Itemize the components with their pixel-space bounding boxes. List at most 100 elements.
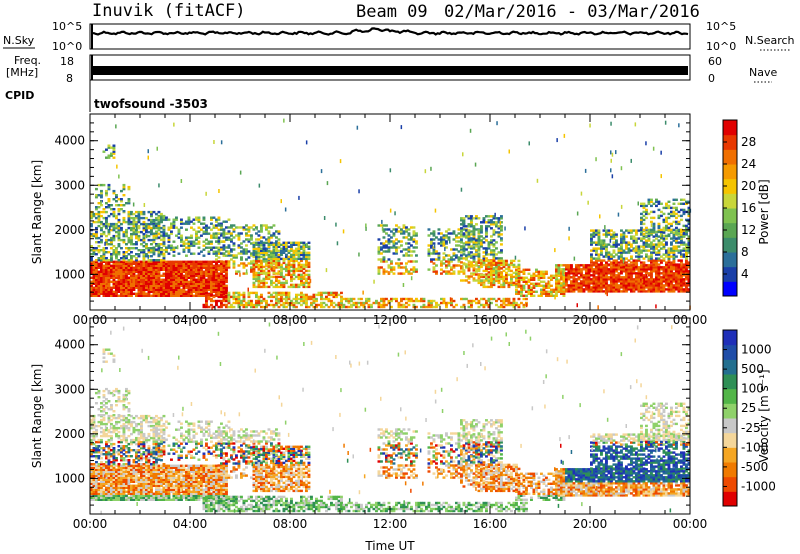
heatmap-cell <box>600 282 603 285</box>
heatmap-cell <box>162 260 166 263</box>
heatmap-cell <box>675 278 678 281</box>
heatmap-cell <box>672 274 676 277</box>
heatmap-cell <box>632 284 636 287</box>
heatmap-cell <box>635 259 638 262</box>
heatmap-cell <box>122 183 126 187</box>
heatmap-cell <box>307 253 311 257</box>
heatmap-cell <box>630 243 633 246</box>
heatmap-cell <box>152 246 156 249</box>
heatmap-cell <box>562 290 566 293</box>
heatmap-cell <box>467 229 471 232</box>
heatmap-cell <box>562 274 566 277</box>
heatmap-cell <box>495 241 498 244</box>
heatmap-cell <box>215 236 218 239</box>
heatmap-cell <box>637 276 641 279</box>
heatmap-cell <box>300 299 303 303</box>
heatmap-cell <box>107 292 111 295</box>
heatmap-cell <box>672 278 676 281</box>
heatmap-cell <box>240 246 243 249</box>
heatmap-cell <box>225 276 228 279</box>
heatmap-cell <box>175 284 178 287</box>
heatmap-cell <box>462 221 466 224</box>
heatmap-cell <box>122 294 126 297</box>
heatmap-cell <box>297 257 301 261</box>
heatmap-cell <box>242 252 246 255</box>
heatmap-cell <box>152 218 156 222</box>
heatmap-cell <box>305 299 308 303</box>
heatmap-cell <box>625 268 628 271</box>
heatmap-cell <box>190 270 193 273</box>
heatmap-cell <box>510 279 513 283</box>
heatmap-cell <box>510 275 513 279</box>
heatmap-cell <box>657 243 661 246</box>
heatmap-cell <box>462 219 466 222</box>
heatmap-cell <box>605 286 608 289</box>
heatmap-cell <box>152 251 156 254</box>
heatmap-cell <box>667 286 671 289</box>
heatmap-cell <box>220 286 223 289</box>
heatmap-cell <box>627 278 631 281</box>
heatmap-cell <box>497 279 501 282</box>
heatmap-cell <box>155 226 158 229</box>
heatmap-cell <box>610 284 613 287</box>
heatmap-cell <box>262 271 266 275</box>
heatmap-cell <box>617 268 621 271</box>
heatmap-cell <box>100 204 103 207</box>
heatmap-cell <box>655 204 658 208</box>
heatmap-cell <box>170 286 173 289</box>
heatmap-cell <box>105 234 108 238</box>
heatmap-cell <box>300 267 303 271</box>
heatmap-cell <box>265 277 268 281</box>
heatmap-cell <box>220 248 223 251</box>
heatmap-cell <box>630 249 633 252</box>
heatmap-cell <box>250 270 253 273</box>
heatmap-cell <box>127 241 131 244</box>
heatmap-cell <box>92 249 96 252</box>
heatmap-cell <box>682 247 686 250</box>
heatmap-cell <box>615 243 618 246</box>
heatmap-cell <box>460 251 463 254</box>
heatmap-cell <box>595 233 598 236</box>
heatmap-cell <box>460 257 463 260</box>
heatmap-cell <box>130 243 133 246</box>
heatmap-cell <box>675 239 678 242</box>
heatmap-cell <box>260 271 263 275</box>
heatmap-cell <box>520 284 523 287</box>
heatmap-cell <box>400 305 403 309</box>
heatmap-cell <box>215 272 218 275</box>
heatmap-cell <box>635 229 638 232</box>
heatmap-cell <box>615 268 618 271</box>
heatmap-cell <box>602 280 606 283</box>
heatmap-cell <box>490 239 493 242</box>
heatmap-cell <box>622 237 626 240</box>
heatmap-cell <box>245 303 248 307</box>
heatmap-cell <box>655 237 658 240</box>
heatmap-cell <box>232 297 236 301</box>
heatmap-cell <box>175 262 178 265</box>
heatmap-cell <box>662 276 666 279</box>
heatmap-cell <box>132 260 136 263</box>
heatmap-cell <box>435 272 438 275</box>
heatmap-cell <box>465 231 468 234</box>
heatmap-cell <box>172 222 176 225</box>
heatmap-cell <box>395 230 398 233</box>
heatmap-cell <box>567 264 571 267</box>
heatmap-cell <box>270 293 273 297</box>
heatmap-cell <box>280 253 283 257</box>
heatmap-cell <box>105 284 108 287</box>
heatmap-cell <box>380 248 383 251</box>
heatmap-cell <box>400 230 403 233</box>
heatmap-cell <box>120 228 123 232</box>
heatmap-cell <box>112 274 116 277</box>
heatmap-cell <box>105 247 108 250</box>
heatmap-cell <box>245 252 248 255</box>
heatmap-cell <box>185 238 188 241</box>
heatmap-cell <box>437 228 441 231</box>
heatmap-cell <box>610 282 613 285</box>
heatmap-cell <box>160 286 163 289</box>
heatmap-cell <box>222 266 226 269</box>
heatmap-cell <box>165 274 168 277</box>
heatmap-cell <box>665 266 668 269</box>
heatmap-cell <box>232 230 236 233</box>
heatmap-cell <box>627 276 631 279</box>
